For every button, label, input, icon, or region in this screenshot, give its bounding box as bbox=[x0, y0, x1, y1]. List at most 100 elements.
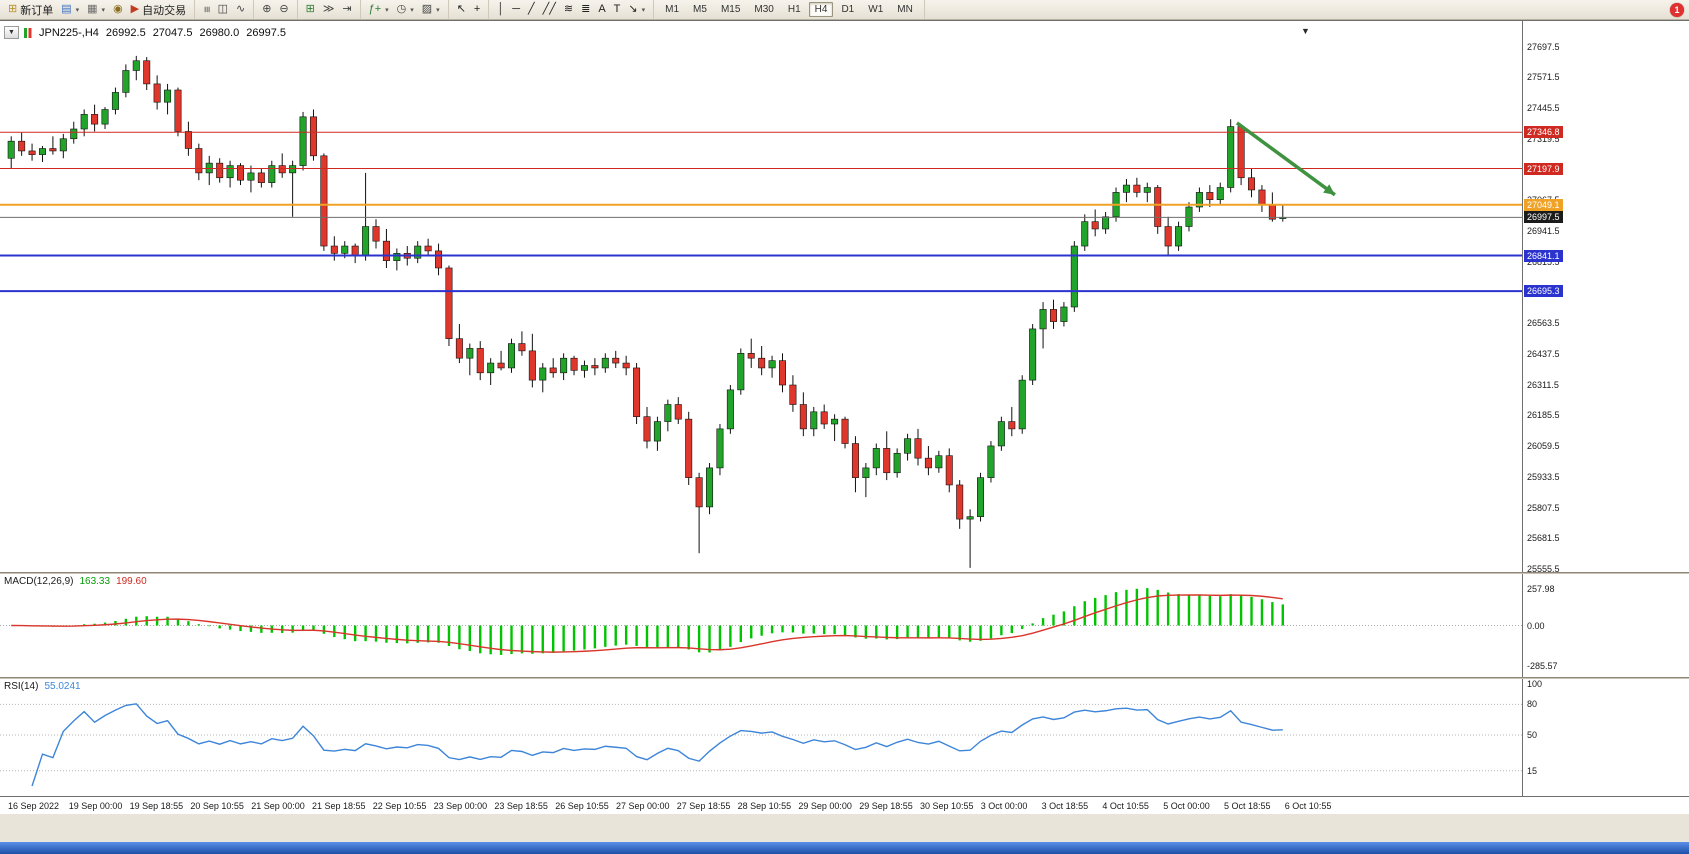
timeframe-button-mn[interactable]: MN bbox=[897, 4, 913, 15]
bar-chart-button[interactable]: ≡ bbox=[199, 1, 213, 18]
toolbar-group: ↖ + bbox=[449, 0, 490, 19]
templates-icon: ▨ bbox=[421, 3, 433, 15]
timeframe-button-w1[interactable]: W1 bbox=[868, 4, 884, 15]
horizontal-line-button[interactable]: ─ bbox=[508, 1, 524, 18]
symbol-dropdown-button[interactable]: ▼ bbox=[4, 26, 19, 39]
profiles-icon: ▦ bbox=[87, 3, 98, 15]
toolbar-group: ⊕ ⊖ bbox=[254, 0, 298, 19]
price-grid-label: 26815.5 bbox=[1527, 256, 1560, 267]
timeframe-button-m15[interactable]: M15 bbox=[720, 4, 741, 15]
auto-trading-button[interactable]: ▶ 自动交易 bbox=[127, 1, 190, 18]
new-chart-icon: ▤ bbox=[61, 3, 72, 15]
vertical-line-button[interactable]: │ bbox=[493, 1, 508, 18]
chart-shift-marker[interactable]: ▼ bbox=[1301, 26, 1310, 36]
macd-scale-label: 257.98 bbox=[1527, 584, 1555, 595]
zoom-in-button[interactable]: ⊕ bbox=[258, 1, 275, 18]
chevron-down-icon: ▾ bbox=[75, 6, 80, 14]
price-level-badge[interactable]: 26695.3 bbox=[1524, 285, 1563, 298]
time-axis-label: 21 Sep 00:00 bbox=[251, 801, 305, 811]
channel-button[interactable]: ╱╱ bbox=[539, 1, 560, 18]
time-axis-label: 30 Sep 10:55 bbox=[920, 801, 974, 811]
zoom-out-button[interactable]: ⊖ bbox=[275, 1, 292, 18]
auto-scroll-icon: ≫ bbox=[322, 3, 335, 15]
price-grid-label: 26059.5 bbox=[1527, 441, 1560, 452]
timeframe-button-h1[interactable]: H1 bbox=[787, 4, 801, 15]
periods-button[interactable]: ◷ ▾ bbox=[393, 1, 418, 18]
templates-button[interactable]: ▨ ▾ bbox=[418, 1, 444, 18]
timeframe-button-m30[interactable]: M30 bbox=[754, 4, 774, 15]
price-level-badge[interactable]: 26841.1 bbox=[1524, 249, 1563, 262]
price-grid-label: 25555.5 bbox=[1527, 563, 1560, 574]
macd-main-value: 163.33 bbox=[79, 576, 111, 587]
text-button[interactable]: A bbox=[594, 1, 609, 18]
macd-canvas[interactable] bbox=[0, 574, 1522, 677]
bar-chart-icon: ≡ bbox=[200, 6, 213, 13]
rsi-label: RSI(14) 55.0241 bbox=[4, 681, 81, 692]
text-label-button[interactable]: T bbox=[610, 1, 625, 18]
chart-high: 27047.5 bbox=[152, 26, 193, 39]
window-bottom-edge bbox=[0, 842, 1689, 854]
time-axis-label: 26 Sep 10:55 bbox=[555, 801, 609, 811]
rsi-scale-label: 50 bbox=[1527, 730, 1538, 740]
time-axis-label: 27 Sep 18:55 bbox=[676, 801, 731, 811]
price-axis[interactable]: 27697.527571.527445.527319.527193.527067… bbox=[1522, 21, 1689, 814]
time-axis-label: 5 Oct 18:55 bbox=[1224, 801, 1271, 811]
price-grid-label: 26185.5 bbox=[1527, 410, 1560, 421]
toolbar-group: ≡ ◫ ∿ bbox=[195, 0, 255, 19]
profiles-button[interactable]: ▦ ▾ bbox=[83, 1, 109, 18]
price-level-badge[interactable]: 27197.9 bbox=[1524, 162, 1563, 175]
candlestick-chart-button[interactable]: ◫ bbox=[214, 1, 232, 18]
chevron-down-icon: ▾ bbox=[385, 6, 389, 14]
chart-symbol: JPN225-,H4 bbox=[39, 26, 99, 39]
indicators-button[interactable]: ƒ+ ▾ bbox=[365, 1, 393, 18]
toolbar-group: │ ─ ╱ ╱╱ ≋ ≣ A T ↘ ▾ bbox=[489, 0, 655, 19]
new-chart-button[interactable]: ▤ ▾ bbox=[57, 1, 83, 18]
alerts-button[interactable]: ◉ bbox=[109, 1, 127, 18]
rsi-canvas[interactable] bbox=[0, 679, 1522, 796]
fibonacci-button[interactable]: ≋ bbox=[560, 1, 577, 18]
auto-scroll-button[interactable]: ≫ bbox=[319, 1, 339, 18]
chevron-down-icon: ▾ bbox=[641, 6, 646, 14]
time-axis-label: 16 Sep 2022 bbox=[8, 801, 60, 811]
line-chart-icon: ∿ bbox=[235, 3, 246, 15]
chart-title-bar: ▼ JPN225-,H4 26992.5 27047.5 26980.0 269… bbox=[4, 26, 286, 39]
crosshair-button[interactable]: + bbox=[470, 1, 484, 18]
chevron-down-icon: ▾ bbox=[436, 6, 440, 14]
price-level-badge[interactable]: 27346.8 bbox=[1524, 126, 1563, 139]
timeframe-button-m1[interactable]: M1 bbox=[665, 4, 680, 15]
cursor-button[interactable]: ↖ bbox=[453, 1, 470, 18]
objects-button[interactable]: ≣ bbox=[577, 1, 594, 18]
time-axis-label: 3 Oct 00:00 bbox=[980, 801, 1028, 811]
horizontal-line-icon: ─ bbox=[512, 3, 521, 15]
timeframe-button-d1[interactable]: D1 bbox=[841, 4, 855, 15]
new-order-button[interactable]: ⊞ 新订单 bbox=[4, 1, 57, 18]
cursor-icon: ↖ bbox=[456, 3, 466, 15]
notification-badge[interactable]: 1 bbox=[1670, 3, 1684, 17]
time-axis-label: 19 Sep 00:00 bbox=[68, 801, 123, 811]
price-grid-label: 25933.5 bbox=[1527, 471, 1560, 482]
price-grid-label: 26311.5 bbox=[1527, 379, 1559, 390]
price-grid-label: 27319.5 bbox=[1527, 133, 1560, 144]
timeframe-button-h4[interactable]: H4 bbox=[808, 2, 834, 17]
toolbar-group: ⊞ ≫ ⇥ bbox=[298, 0, 361, 19]
tile-windows-button[interactable]: ⊞ bbox=[302, 1, 319, 18]
time-axis-label: 27 Sep 00:00 bbox=[616, 801, 670, 811]
toolbar-groups: ⊞ 新订单 ▤ ▾ ▦ ▾ ◉ ▶ 自动交易 ≡ ◫ ∿ ⊕ ⊖ ⊞ ≫ ⇥ ƒ+ ▾ ◷ ▾ ▨ ▾ ↖ + │ ─ ╱ ╱╱ ≋ ≣ A T… bbox=[0, 0, 655, 19]
trendline-button[interactable]: ╱ bbox=[524, 1, 539, 18]
price-grid-label: 27697.5 bbox=[1527, 41, 1560, 52]
chart-shift-button[interactable]: ⇥ bbox=[338, 1, 355, 18]
clock-icon: ◷ bbox=[396, 3, 407, 15]
price-level-badge[interactable]: 26997.5 bbox=[1524, 211, 1563, 224]
main-chart-canvas[interactable] bbox=[0, 21, 1522, 572]
time-axis[interactable]: 16 Sep 2022 19 Sep 00:00 19 Sep 18:55 20 Se… bbox=[0, 796, 1689, 814]
time-axis-label: 23 Sep 00:00 bbox=[433, 801, 488, 811]
fibonacci-icon: ≋ bbox=[563, 3, 574, 15]
arrows-button[interactable]: ↘ ▾ bbox=[624, 1, 649, 18]
macd-scale-label: -285.57 bbox=[1527, 660, 1558, 671]
panel-splitter[interactable] bbox=[0, 572, 1689, 574]
price-level-badge[interactable]: 27049.1 bbox=[1524, 198, 1563, 211]
new-order-icon: ⊞ bbox=[8, 3, 18, 15]
rsi-value: 55.0241 bbox=[44, 681, 81, 692]
line-chart-button[interactable]: ∿ bbox=[232, 1, 249, 18]
timeframe-button-m5[interactable]: M5 bbox=[693, 4, 707, 15]
